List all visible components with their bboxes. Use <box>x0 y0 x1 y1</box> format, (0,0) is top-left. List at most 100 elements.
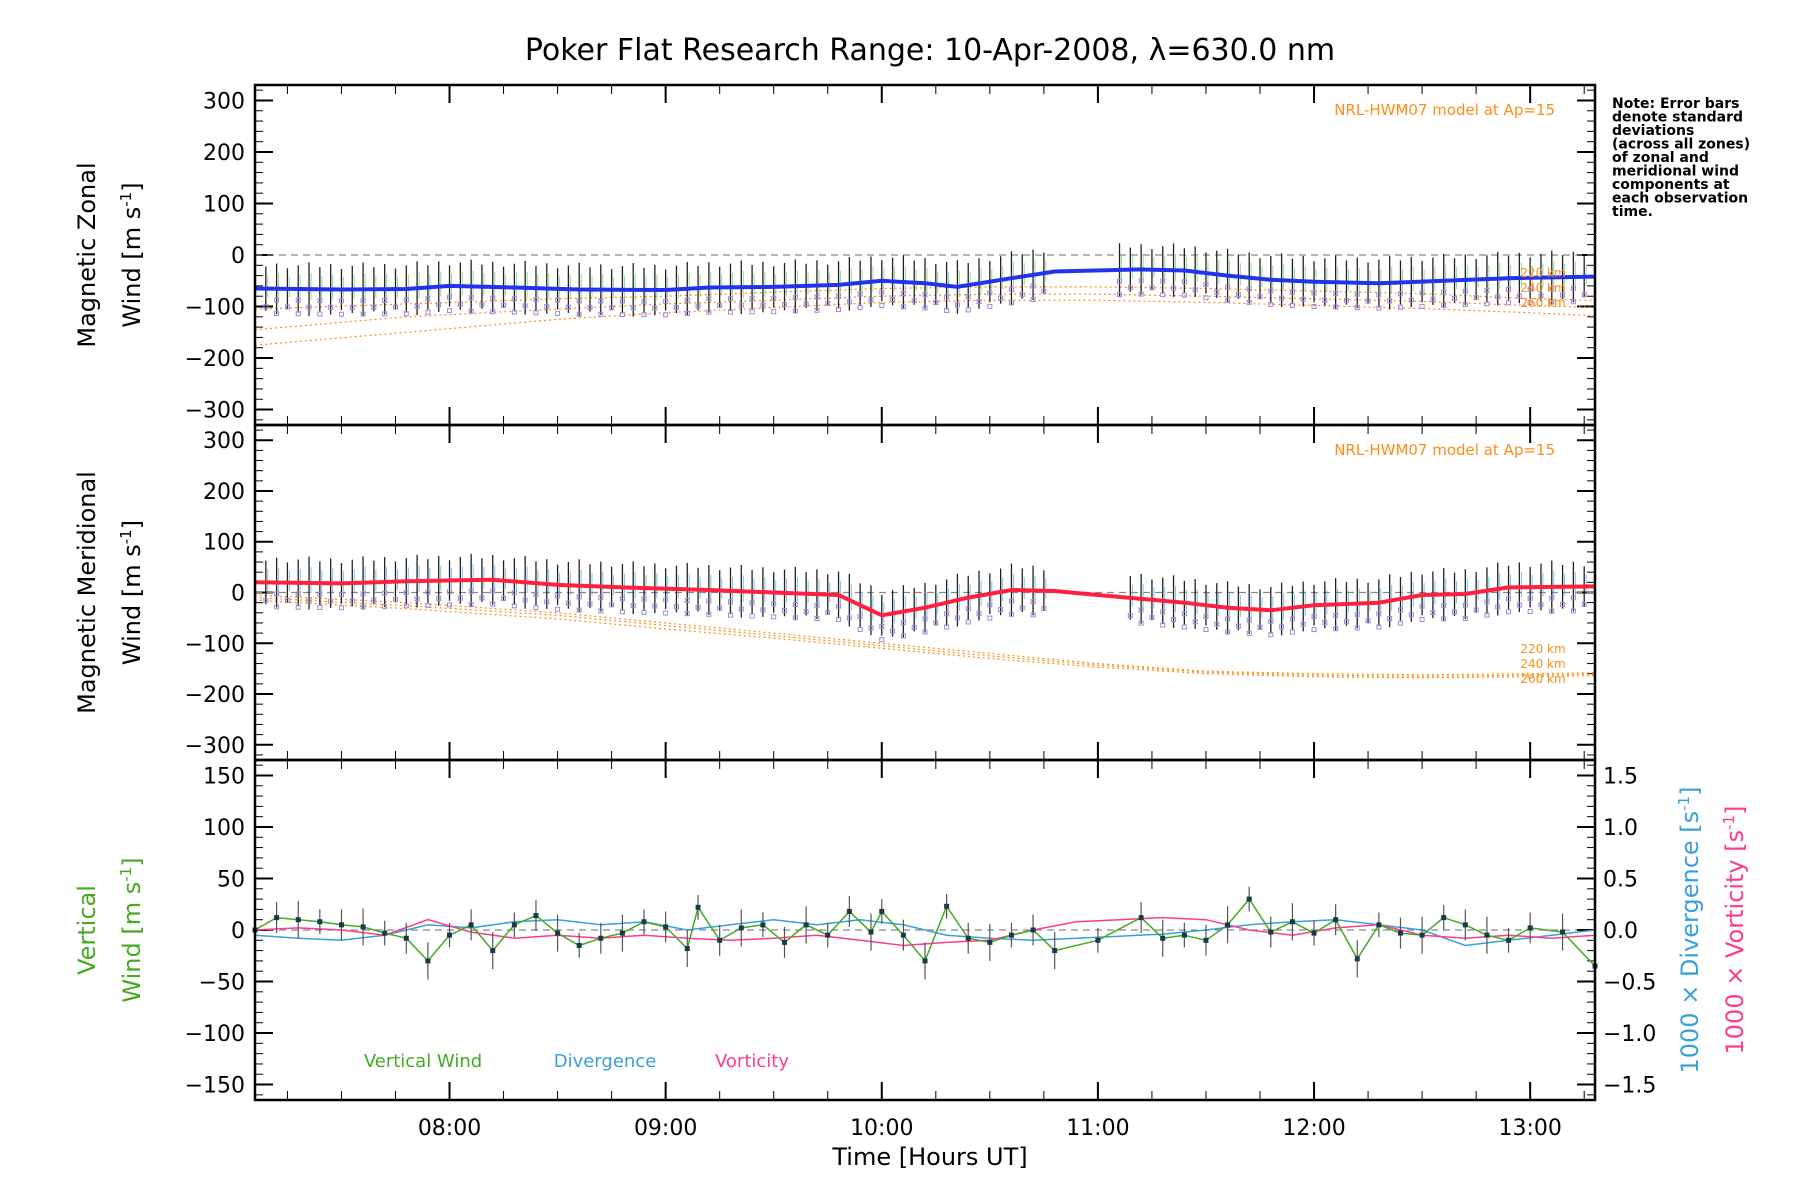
zone-point <box>1549 595 1555 601</box>
zone-point <box>609 602 615 608</box>
zone-point <box>684 611 690 617</box>
zone-point <box>284 597 290 603</box>
zone-point <box>403 603 409 609</box>
y-tick-label: −200 <box>185 683 245 708</box>
vertical-wind-point <box>1354 956 1360 962</box>
zone-point <box>933 300 939 306</box>
zone-point <box>544 304 550 310</box>
zone-point <box>274 591 280 597</box>
zone-point <box>1268 288 1274 294</box>
zone-point <box>533 591 539 597</box>
error-bars <box>263 553 1587 643</box>
y-tick-label: −50 <box>199 971 245 996</box>
zone-point <box>317 604 323 610</box>
zone-point <box>1376 305 1382 311</box>
zone-point <box>1333 626 1339 632</box>
zone-point <box>1570 285 1576 291</box>
vertical-wind-point <box>576 942 582 948</box>
zone-point <box>392 304 398 310</box>
zone-point <box>382 298 388 304</box>
zone-point <box>749 309 755 315</box>
zone-point <box>771 601 777 607</box>
zone-point <box>782 608 788 614</box>
zone-point <box>771 295 777 301</box>
zone-point <box>576 311 582 317</box>
zone-point <box>987 615 993 621</box>
zone-point <box>879 637 885 643</box>
y-tick-label: 300 <box>203 429 245 454</box>
zone-point <box>1203 295 1209 301</box>
zone-point <box>555 311 561 317</box>
zone-point <box>533 605 539 611</box>
zone-point <box>468 308 474 314</box>
y-axis-label-line1: Vertical <box>73 885 101 975</box>
zone-point <box>1560 292 1566 298</box>
zone-point <box>1376 292 1382 298</box>
zone-point <box>1495 604 1501 610</box>
zone-point <box>1138 620 1144 626</box>
divergence-line <box>254 918 1596 947</box>
zone-point <box>1527 286 1533 292</box>
zone-point <box>1138 291 1144 297</box>
zone-point <box>1408 297 1414 303</box>
zone-point <box>1008 300 1014 306</box>
vertical-wind-point <box>1397 930 1403 936</box>
zone-point <box>447 308 453 314</box>
zone-point <box>1289 616 1295 622</box>
zone-point <box>555 606 561 612</box>
zone-point <box>987 602 993 608</box>
zone-point <box>684 310 690 316</box>
zone-point <box>1397 620 1403 626</box>
zone-point <box>771 614 777 620</box>
zone-point <box>1527 609 1533 615</box>
zone-point <box>673 604 679 610</box>
vertical-wind-point <box>846 908 852 914</box>
zone-point <box>598 608 604 614</box>
zone-point <box>1430 296 1436 302</box>
zone-point <box>511 603 517 609</box>
zone-point <box>1473 295 1479 300</box>
zone-point <box>1484 301 1490 307</box>
zone-point <box>673 304 679 310</box>
zone-point <box>587 601 593 607</box>
zone-point <box>1171 616 1177 622</box>
zone-point <box>1387 298 1393 304</box>
vertical-wind-point <box>317 919 323 925</box>
zone-point <box>555 593 561 599</box>
zone-point <box>1527 595 1533 601</box>
zone-point <box>1570 595 1576 601</box>
y-tick-label: 200 <box>203 480 245 505</box>
zone-point <box>490 309 496 315</box>
zone-point <box>1289 289 1295 295</box>
vertical-wind-point <box>1268 929 1274 935</box>
vertical-wind-point <box>382 930 388 936</box>
zone-point <box>846 299 852 305</box>
legend-item-vorticity: Vorticity <box>715 1051 789 1072</box>
zone-point <box>338 592 344 598</box>
zone-point <box>447 589 453 595</box>
panel-vertical: 150 100 50 0 −50 −100 −150 1.5 1.0 0.5 0.0 −0.5 −1.0… <box>73 758 1749 1102</box>
vertical-wind-point <box>1311 930 1317 936</box>
y-axis-label-line2: Wind [m s-1] <box>117 182 146 327</box>
model-altitude-label: 260 km <box>1520 672 1565 686</box>
zone-point <box>1019 292 1025 298</box>
panel-frame <box>253 83 1597 427</box>
zone-point <box>1041 288 1047 294</box>
zone-point <box>403 590 409 595</box>
vertical-wind-point <box>338 922 344 928</box>
zone-point <box>317 298 323 304</box>
zone-point <box>911 624 917 630</box>
zonal-wind-line <box>254 267 1596 293</box>
zone-point <box>825 609 831 615</box>
zone-point <box>760 607 766 613</box>
zone-point <box>792 615 798 621</box>
right-tick-label: 0.5 <box>1603 867 1638 892</box>
zone-point <box>576 607 582 613</box>
zone-point <box>1354 291 1360 297</box>
zone-point <box>911 298 917 304</box>
zone-point <box>1030 283 1036 289</box>
zone-point <box>749 600 755 606</box>
zone-point <box>1203 613 1209 619</box>
zone-point <box>1246 617 1252 623</box>
